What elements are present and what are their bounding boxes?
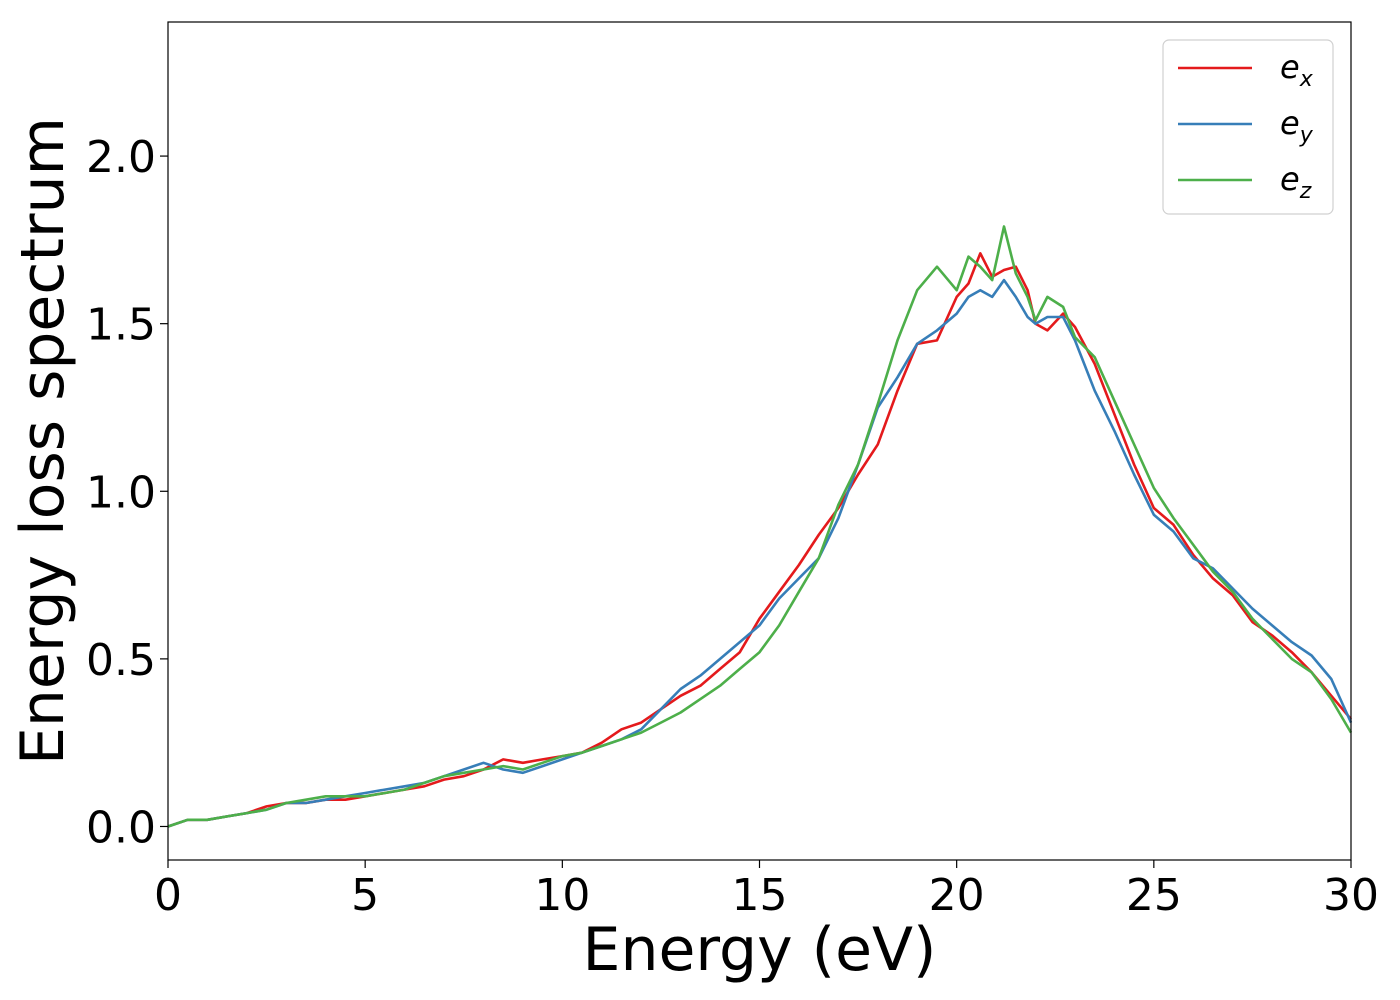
- x-axis-title: Energy (eV): [583, 915, 937, 985]
- legend-label-e-x: ex: [1280, 48, 1314, 92]
- legend-label-e-z: ez: [1280, 160, 1312, 204]
- legend-label-e-y: ey: [1280, 104, 1314, 148]
- series-line-e-z: [167, 225, 1353, 828]
- x-tick-label: 15: [732, 870, 788, 921]
- series-layer: [167, 225, 1353, 828]
- x-tick-label: 25: [1126, 870, 1182, 921]
- x-tick-label: 20: [929, 870, 985, 921]
- x-tick-label: 0: [154, 870, 182, 921]
- y-tick-label: 1.5: [86, 300, 156, 351]
- x-tick-label: 5: [351, 870, 379, 921]
- y-axis-title: Energy loss spectrum: [8, 117, 78, 765]
- y-axis: 0.0 0.5 1.0 1.5 2.0: [86, 132, 168, 853]
- x-tick-label: 30: [1323, 870, 1379, 921]
- legend-box: [1162, 39, 1334, 215]
- legend: ex ey ez: [1162, 39, 1334, 215]
- y-tick-label: 1.0: [86, 467, 156, 518]
- x-tick-label: 10: [534, 870, 590, 921]
- series-line-e-y: [167, 278, 1353, 828]
- y-tick-label: 0.5: [86, 635, 156, 686]
- y-tick-label: 2.0: [86, 132, 156, 183]
- x-axis: 0 5 10 15 20 25 30: [154, 860, 1379, 921]
- y-tick-label: 0.0: [86, 802, 156, 853]
